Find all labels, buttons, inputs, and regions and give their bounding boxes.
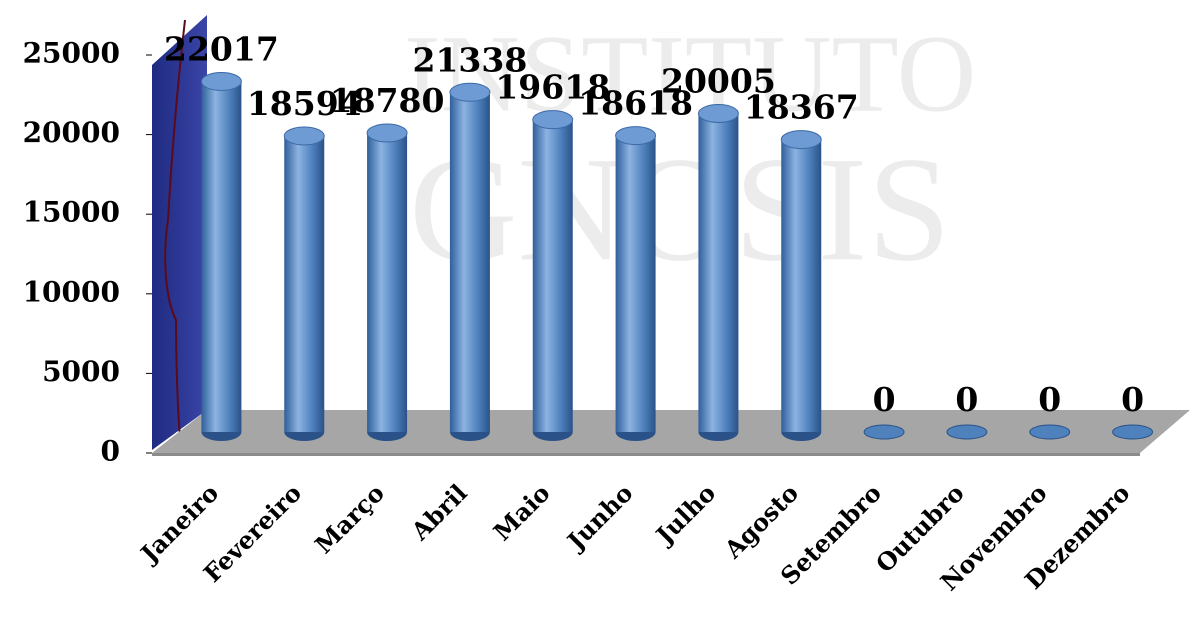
- value-label: 18594: [247, 84, 362, 123]
- value-label: 19618: [495, 68, 610, 107]
- x-tick-label: Julho: [649, 478, 721, 550]
- value-label: 18618: [578, 84, 693, 123]
- watermark: GNOSIS: [409, 126, 951, 292]
- bar: [863, 424, 905, 440]
- y-tick-label: 5000: [42, 355, 120, 388]
- bar: [201, 81, 242, 433]
- watermark: INSTITUTO: [404, 12, 976, 134]
- x-tick-label: Maio: [488, 478, 556, 546]
- x-tick-label: Abril: [405, 478, 473, 546]
- bar: [284, 135, 325, 432]
- y-tick-label: 0: [101, 435, 120, 468]
- x-tick-label: Agosto: [718, 478, 804, 564]
- x-tick-label: Junho: [560, 478, 638, 556]
- value-label: 18780: [330, 81, 445, 120]
- bar: [367, 133, 408, 432]
- bar: [1029, 424, 1071, 440]
- bar: [532, 119, 573, 432]
- left-wall: [152, 15, 207, 450]
- bar: [781, 139, 822, 433]
- floor: [152, 410, 1190, 453]
- bar: [698, 113, 739, 433]
- value-label: 18367: [744, 88, 859, 127]
- value-label: 0: [1121, 380, 1144, 419]
- bar-top: [532, 110, 574, 130]
- value-label: 0: [873, 380, 896, 419]
- value-label: 21338: [413, 40, 528, 79]
- bar: [449, 92, 490, 432]
- y-tick-label: 25000: [23, 37, 120, 70]
- y-tick-label: 15000: [23, 196, 120, 229]
- floor-edge: [152, 453, 1140, 456]
- bar: [1112, 424, 1154, 440]
- bar-top: [200, 71, 242, 91]
- value-label: 20005: [661, 62, 776, 101]
- bar-top: [449, 82, 491, 102]
- bar-top: [615, 126, 657, 146]
- value-label: 0: [1038, 380, 1061, 419]
- y-tick-label: 20000: [23, 116, 120, 149]
- bar: [615, 135, 656, 432]
- value-label: 22017: [164, 29, 279, 68]
- wall-edge: [164, 19, 186, 436]
- x-tick-label: Março: [309, 478, 390, 559]
- bar-top: [780, 130, 822, 150]
- bar-top: [697, 104, 739, 124]
- bar-top: [366, 123, 408, 143]
- bar: [946, 424, 988, 440]
- bar-top: [283, 126, 325, 146]
- y-tick-label: 10000: [23, 275, 120, 308]
- value-label: 0: [955, 380, 978, 419]
